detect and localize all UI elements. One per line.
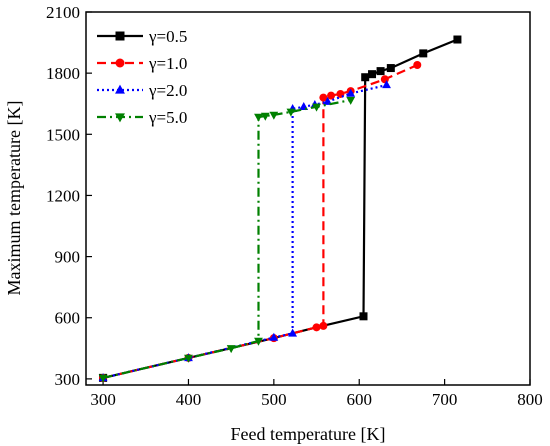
data-point — [226, 345, 236, 354]
legend-entry: γ=1.0 — [97, 54, 187, 73]
data-point — [319, 93, 328, 102]
series-4 — [98, 96, 356, 383]
data-point — [260, 112, 270, 121]
series-layer — [98, 35, 462, 383]
legend-entry: γ=5.0 — [97, 108, 187, 127]
y-tick-label: 900 — [55, 248, 81, 267]
y-tick-label: 1500 — [46, 125, 80, 144]
data-point — [327, 91, 336, 100]
data-point — [453, 35, 462, 44]
x-tick-label: 500 — [261, 390, 287, 409]
x-tick-label: 600 — [346, 390, 372, 409]
y-axis-title: Maximum temperature [K] — [4, 101, 24, 296]
data-point — [323, 96, 333, 105]
data-point — [319, 321, 328, 330]
legend-label: γ=1.0 — [148, 54, 187, 73]
x-tick-label: 300 — [90, 390, 116, 409]
x-tick-label: 400 — [176, 390, 202, 409]
x-axis-title: Feed temperature [K] — [231, 424, 386, 444]
data-point — [419, 49, 428, 58]
legend-label: γ=5.0 — [148, 108, 187, 127]
plot-frame — [85, 11, 531, 386]
y-tick-label: 600 — [55, 309, 81, 328]
legend-marker — [115, 58, 125, 68]
data-point — [312, 323, 321, 332]
data-point — [413, 60, 422, 69]
data-point — [346, 88, 356, 97]
legend-entry: γ=2.0 — [97, 81, 187, 100]
y-tick-label: 300 — [55, 370, 81, 389]
data-point — [359, 312, 368, 321]
data-point — [288, 328, 298, 337]
data-point — [368, 70, 377, 79]
y-tick-label: 2100 — [46, 3, 80, 22]
data-point — [346, 96, 356, 105]
data-point — [98, 374, 108, 383]
data-point — [386, 64, 395, 73]
data-point — [380, 75, 389, 84]
y-tick-label: 1800 — [46, 64, 80, 83]
legend-entry: γ=0.5 — [97, 27, 187, 46]
series-2 — [99, 60, 422, 382]
data-point — [361, 73, 370, 82]
data-point — [269, 332, 279, 341]
series-line — [102, 99, 351, 379]
series-line — [102, 83, 387, 379]
data-point — [184, 354, 193, 363]
legend-marker — [115, 113, 125, 123]
data-point — [376, 67, 385, 76]
legend: γ=0.5 γ=1.0 γ=2.0 γ=5.0 — [97, 27, 187, 127]
data-point — [269, 111, 279, 120]
ticks-layer: 300 400 500 600 700 800 300 600 900 1200 1500 1800 2… — [46, 3, 543, 409]
data-point — [286, 108, 296, 117]
data-point — [254, 337, 263, 346]
legend-label: γ=0.5 — [148, 27, 187, 46]
series-3 — [98, 80, 391, 382]
legend-label: γ=2.0 — [148, 81, 187, 100]
data-point — [312, 103, 321, 112]
data-point — [254, 113, 263, 122]
legend-marker — [115, 31, 125, 41]
data-point — [382, 80, 391, 89]
x-tick-label: 800 — [517, 390, 543, 409]
y-tick-label: 1200 — [46, 186, 80, 205]
x-tick-label: 700 — [432, 390, 458, 409]
legend-marker — [115, 84, 125, 94]
